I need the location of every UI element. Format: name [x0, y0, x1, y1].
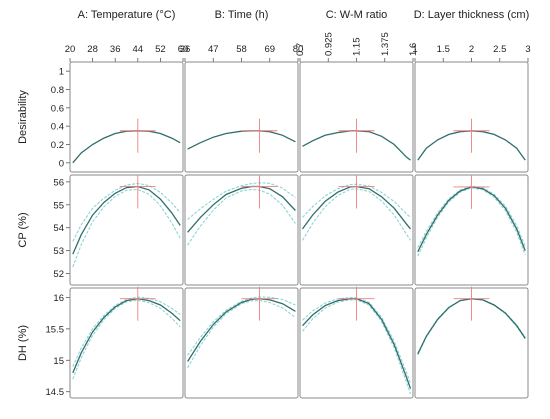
- x-tick-label: 1.5: [437, 44, 450, 55]
- panel-0-3: [414, 61, 529, 173]
- y-tick-label: 55: [53, 200, 64, 211]
- y-tick-label: 0.4: [51, 122, 64, 133]
- y-tick-label: 1: [59, 67, 64, 78]
- x-tick-label: 69: [264, 44, 275, 55]
- panel-2-2: [299, 286, 414, 399]
- upper-band-line: [417, 185, 526, 248]
- panel-1-2: [299, 174, 414, 286]
- x-tick-label: 0.925: [323, 32, 334, 56]
- panel-frame: [69, 174, 184, 286]
- x-tick-label: 36: [180, 44, 191, 55]
- y-tick-label: 0: [59, 158, 64, 169]
- panel-frame: [414, 61, 529, 173]
- column-title: D: Layer thickness (cm): [414, 9, 530, 21]
- x-tick-label: 60: [178, 44, 189, 55]
- y-tick-label: 0.2: [51, 140, 64, 151]
- panel-frame: [299, 61, 414, 173]
- panel-2-1: [184, 286, 299, 399]
- x-tick-label: 52: [155, 44, 166, 55]
- lower-band-line: [72, 188, 181, 268]
- x-tick-label: 3: [525, 44, 530, 55]
- x-tick-label: 47: [208, 44, 219, 55]
- upper-band-line: [72, 182, 181, 242]
- panel-0-2: [299, 61, 414, 173]
- y-tick-label: 16: [53, 293, 64, 304]
- upper-band-line: [187, 182, 296, 220]
- y-tick-label: 14.5: [46, 387, 65, 398]
- response-curve: [187, 298, 296, 362]
- y-tick-label: 0.6: [51, 103, 64, 114]
- panel-frame: [69, 287, 184, 399]
- panel-0-1: [184, 61, 299, 173]
- y-tick-label: 15: [53, 356, 64, 367]
- x-tick-label: 1.15: [352, 38, 363, 57]
- panel-2-3: [414, 286, 529, 399]
- panel-1-0: [69, 174, 184, 286]
- lower-band-line: [187, 188, 296, 246]
- panel-1-3: [414, 174, 529, 286]
- panel-1-1: [184, 174, 299, 286]
- upper-band-line: [72, 296, 181, 367]
- x-tick-label: 58: [236, 44, 247, 55]
- x-tick-label: 1.6: [408, 43, 419, 56]
- x-tick-label: 2.5: [493, 44, 506, 55]
- lower-band-line: [72, 299, 181, 380]
- x-tick-label: 0.7: [295, 43, 306, 56]
- column-title: C: W-M ratio: [326, 9, 388, 21]
- response-curve: [72, 298, 181, 374]
- row-label: Desirability: [17, 90, 29, 144]
- x-tick-label: 44: [133, 44, 144, 55]
- column-title: A: Temperature (°C): [78, 9, 176, 21]
- row-label: CP (%): [17, 212, 29, 247]
- lower-band-line: [187, 299, 296, 369]
- y-tick-label: 54: [53, 223, 64, 234]
- y-tick-label: 15.5: [46, 324, 65, 335]
- panel-2-0: [69, 286, 184, 399]
- column-title: B: Time (h): [215, 9, 269, 21]
- panel-frame: [184, 174, 299, 286]
- y-tick-label: 56: [53, 177, 64, 188]
- x-tick-label: 20: [65, 44, 76, 55]
- panel-frame: [69, 61, 184, 173]
- panel-0-0: [69, 61, 184, 173]
- x-tick-label: 36: [110, 44, 121, 55]
- y-tick-label: 0.8: [51, 85, 64, 96]
- row-label: DH (%): [17, 325, 29, 361]
- x-tick-label: 1.375: [380, 32, 391, 56]
- y-tick-label: 52: [53, 269, 64, 280]
- x-tick-label: 1: [412, 44, 417, 55]
- y-tick-label: 53: [53, 246, 64, 257]
- response-curve: [187, 185, 296, 233]
- x-tick-label: 2: [469, 44, 474, 55]
- panel-frame: [184, 61, 299, 173]
- lower-band-line: [417, 187, 526, 257]
- x-tick-label: 80: [293, 44, 304, 55]
- x-tick-label: 28: [87, 44, 98, 55]
- panel-frame: [184, 287, 299, 399]
- response-curve: [72, 185, 181, 255]
